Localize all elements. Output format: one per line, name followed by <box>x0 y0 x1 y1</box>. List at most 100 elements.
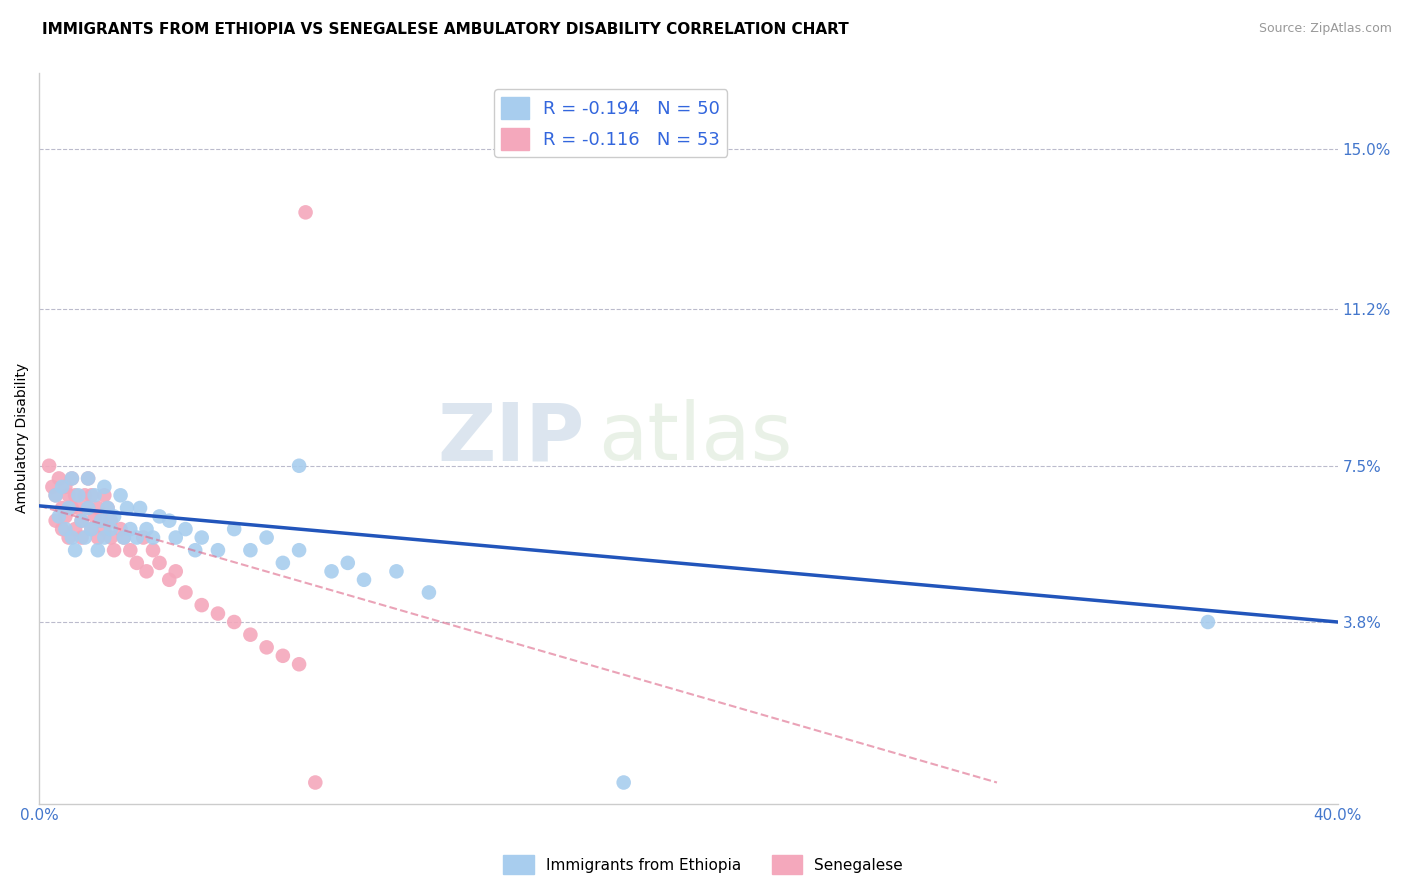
Point <box>157 514 180 528</box>
Point <box>100 531 122 545</box>
Point <box>97 500 120 515</box>
Point <box>288 458 311 473</box>
Point <box>93 488 115 502</box>
Point <box>51 500 73 515</box>
Point <box>174 585 197 599</box>
Point <box>45 488 67 502</box>
Point <box>93 531 115 545</box>
Point <box>353 573 375 587</box>
Point <box>60 500 83 515</box>
Point <box>58 488 80 502</box>
Point <box>271 648 294 663</box>
Point <box>77 471 100 485</box>
Point <box>48 509 70 524</box>
Point <box>112 531 135 545</box>
Point <box>73 488 96 502</box>
Point <box>165 565 187 579</box>
Text: ZIP: ZIP <box>437 400 585 477</box>
Point <box>135 522 157 536</box>
Point <box>256 640 278 655</box>
Point <box>148 556 170 570</box>
Point <box>48 471 70 485</box>
Point <box>224 522 246 536</box>
Point <box>271 556 294 570</box>
Point <box>103 543 125 558</box>
Point <box>38 458 60 473</box>
Point <box>142 531 165 545</box>
Point <box>67 488 90 502</box>
Point <box>77 471 100 485</box>
Point <box>55 509 77 524</box>
Point <box>83 488 105 502</box>
Point <box>148 509 170 524</box>
Legend: R = -0.194   N = 50, R = -0.116   N = 53: R = -0.194 N = 50, R = -0.116 N = 53 <box>495 89 727 157</box>
Point <box>207 607 229 621</box>
Point <box>90 514 112 528</box>
Point <box>1197 615 1219 629</box>
Point <box>120 543 142 558</box>
Text: IMMIGRANTS FROM ETHIOPIA VS SENEGALESE AMBULATORY DISABILITY CORRELATION CHART: IMMIGRANTS FROM ETHIOPIA VS SENEGALESE A… <box>42 22 849 37</box>
Point <box>304 775 326 789</box>
Point <box>418 585 440 599</box>
Point <box>288 657 311 672</box>
Point <box>45 514 67 528</box>
Point <box>157 573 180 587</box>
Legend: Immigrants from Ethiopia, Senegalese: Immigrants from Ethiopia, Senegalese <box>496 849 910 880</box>
Point <box>239 628 262 642</box>
Point <box>100 522 122 536</box>
Point <box>87 500 110 515</box>
Point <box>70 531 93 545</box>
Point <box>87 531 110 545</box>
Point <box>132 531 155 545</box>
Point <box>112 531 135 545</box>
Point <box>93 480 115 494</box>
Point <box>190 598 212 612</box>
Point <box>90 514 112 528</box>
Point <box>60 471 83 485</box>
Point <box>58 500 80 515</box>
Point <box>103 509 125 524</box>
Point <box>294 205 316 219</box>
Point <box>190 531 212 545</box>
Point <box>110 522 132 536</box>
Point <box>45 488 67 502</box>
Point <box>321 565 343 579</box>
Point <box>129 500 152 515</box>
Point <box>70 514 93 528</box>
Point <box>100 514 122 528</box>
Point <box>51 480 73 494</box>
Point <box>70 514 93 528</box>
Point <box>97 500 120 515</box>
Point <box>207 543 229 558</box>
Point <box>80 522 103 536</box>
Point <box>73 531 96 545</box>
Point <box>77 500 100 515</box>
Point <box>80 488 103 502</box>
Point <box>385 565 408 579</box>
Point <box>83 509 105 524</box>
Point <box>165 531 187 545</box>
Point <box>336 556 359 570</box>
Point <box>63 488 86 502</box>
Point <box>256 531 278 545</box>
Point <box>135 565 157 579</box>
Point <box>174 522 197 536</box>
Point <box>239 543 262 558</box>
Point <box>63 543 86 558</box>
Point <box>125 556 148 570</box>
Point <box>120 522 142 536</box>
Point <box>613 775 636 789</box>
Text: Source: ZipAtlas.com: Source: ZipAtlas.com <box>1258 22 1392 36</box>
Point <box>60 531 83 545</box>
Point <box>288 543 311 558</box>
Point <box>142 543 165 558</box>
Point <box>125 531 148 545</box>
Point <box>60 471 83 485</box>
Point <box>80 522 103 536</box>
Text: atlas: atlas <box>598 400 792 477</box>
Point <box>41 480 63 494</box>
Y-axis label: Ambulatory Disability: Ambulatory Disability <box>15 363 30 514</box>
Point <box>184 543 207 558</box>
Point <box>110 488 132 502</box>
Point <box>87 543 110 558</box>
